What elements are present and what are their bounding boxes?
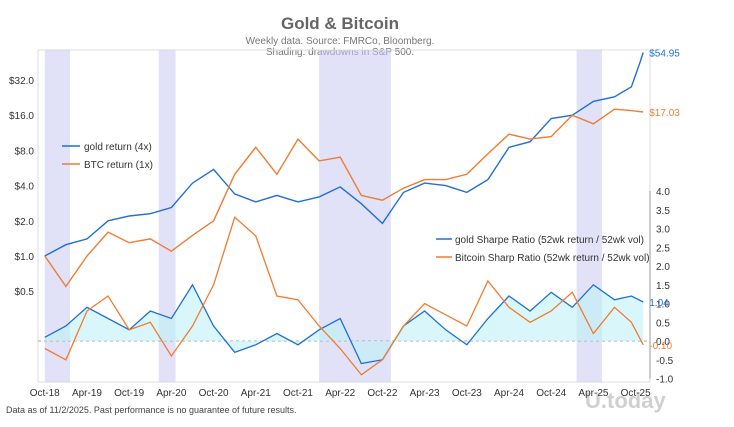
x-tick-label-3: Apr-20 bbox=[156, 388, 186, 399]
top-legend-label-0: gold return (4x) bbox=[84, 142, 152, 153]
top-y-tick-label-0: $0.5 bbox=[15, 287, 35, 298]
drawdown-band-1 bbox=[158, 50, 176, 382]
bottom-series-end-label-0: 1.04 bbox=[649, 298, 669, 309]
x-tick-label-0: Oct-18 bbox=[30, 388, 60, 399]
bottom-series-fill-0 bbox=[44, 284, 644, 364]
x-tick-label-1: Apr-19 bbox=[72, 388, 102, 399]
bottom-y-tick-label-8: 3.0 bbox=[656, 225, 670, 236]
top-y-tick-label-4: $8.0 bbox=[15, 146, 35, 157]
bottom-y-tick-label-5: 1.5 bbox=[656, 281, 670, 292]
bottom-series-line-0 bbox=[44, 283, 644, 365]
x-tick-label-7: Apr-22 bbox=[325, 388, 355, 399]
chart-subtitle-line-1: Weekly data. Source: FMRCo, Bloomberg. bbox=[245, 36, 435, 47]
x-tick-label-10: Oct-23 bbox=[452, 388, 482, 399]
bottom-series-line-1 bbox=[44, 216, 644, 376]
top-y-tick-label-3: $4.0 bbox=[15, 182, 35, 193]
x-tick-label-12: Oct-24 bbox=[536, 388, 566, 399]
top-y-tick-label-5: $16.0 bbox=[9, 111, 34, 122]
bottom-y-tick-label-3: 0.5 bbox=[656, 318, 670, 329]
top-series-end-label-0: $54.95 bbox=[649, 49, 680, 60]
bottom-y-tick-label-6: 2.0 bbox=[656, 262, 670, 273]
watermark-logo: U.today bbox=[585, 388, 666, 413]
x-tick-label-2: Oct-19 bbox=[114, 388, 144, 399]
bottom-y-tick-label-0: -1.0 bbox=[656, 375, 674, 386]
x-tick-label-13: Apr-25 bbox=[578, 388, 608, 399]
bottom-y-tick-label-2: 0.0 bbox=[656, 337, 670, 348]
bottom-y-tick-label-4: 1.0 bbox=[656, 300, 670, 311]
top-y-tick-label-6: $32.0 bbox=[9, 76, 34, 87]
x-tick-label-8: Oct-22 bbox=[367, 388, 397, 399]
bottom-y-tick-label-1: -0.5 bbox=[656, 356, 674, 367]
bottom-y-tick-label-10: 4.0 bbox=[656, 187, 670, 198]
top-series-line-1 bbox=[44, 108, 644, 288]
top-legend-label-1: BTC return (1x) bbox=[84, 160, 153, 171]
chart-title: Gold & Bitcoin bbox=[280, 14, 400, 33]
bottom-legend-label-1: Bitcoin Sharp Ratio (52wk return / 52wk … bbox=[455, 253, 650, 264]
x-tick-label-9: Apr-23 bbox=[410, 388, 440, 399]
x-tick-label-6: Oct-21 bbox=[283, 388, 313, 399]
bottom-y-tick-label-7: 2.5 bbox=[656, 243, 670, 254]
bottom-y-tick-label-9: 3.5 bbox=[656, 206, 670, 217]
x-tick-label-5: Apr-21 bbox=[241, 388, 271, 399]
x-tick-label-11: Apr-24 bbox=[494, 388, 524, 399]
top-y-tick-label-1: $1.0 bbox=[15, 252, 35, 263]
top-y-tick-label-2: $2.0 bbox=[15, 217, 35, 228]
bottom-legend-label-0: gold Sharpe Ratio (52wk return / 52wk vo… bbox=[455, 235, 644, 246]
x-tick-label-4: Oct-20 bbox=[199, 388, 229, 399]
top-series-end-label-1: $17.03 bbox=[649, 108, 680, 119]
footnote: Data as of 11/2/2025. Past performance i… bbox=[6, 405, 297, 415]
bottom-series-end-label-1: -0.10 bbox=[649, 341, 672, 352]
x-tick-label-14: Oct-25 bbox=[621, 388, 651, 399]
